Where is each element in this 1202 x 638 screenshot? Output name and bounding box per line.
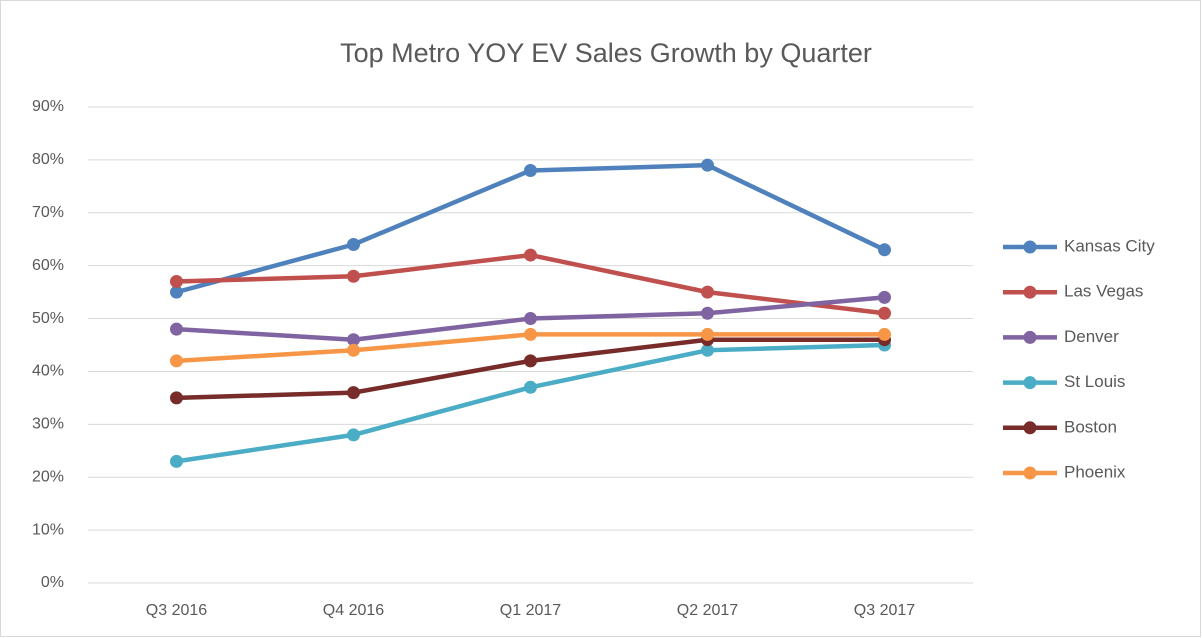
legend-label: Phoenix [1064, 462, 1126, 481]
data-point [347, 343, 360, 357]
data-point [701, 158, 714, 172]
data-point [701, 285, 714, 299]
data-point [878, 327, 891, 341]
data-point [347, 238, 360, 252]
legend-marker [1023, 330, 1037, 344]
legend-marker [1023, 240, 1037, 254]
y-tick-label: 80% [32, 151, 64, 168]
y-tick-label: 70% [32, 204, 64, 221]
y-tick-label: 30% [32, 416, 64, 433]
data-point [701, 306, 714, 320]
legend-marker [1023, 376, 1037, 390]
data-point [170, 322, 183, 336]
data-point [170, 285, 183, 299]
data-point [701, 343, 714, 357]
chart-title: Top Metro YOY EV Sales Growth by Quarter [340, 38, 872, 68]
legend-label: Boston [1064, 417, 1117, 436]
data-point [347, 386, 360, 400]
data-point [347, 333, 360, 347]
data-point [878, 306, 891, 320]
x-tick-label: Q4 2016 [323, 602, 384, 619]
legend-marker [1023, 466, 1037, 480]
y-tick-label: 0% [41, 574, 64, 591]
x-tick-label: Q1 2017 [500, 602, 561, 619]
x-tick-label: Q2 2017 [677, 602, 738, 619]
data-point [524, 380, 537, 394]
data-point [878, 290, 891, 304]
data-point [170, 391, 183, 405]
legend-label: St Louis [1064, 372, 1125, 391]
y-tick-label: 20% [32, 468, 64, 485]
data-point [170, 454, 183, 468]
data-point [701, 327, 714, 341]
data-point [347, 269, 360, 283]
data-point [524, 312, 537, 326]
y-tick-label: 10% [32, 521, 64, 538]
legend-label: Las Vegas [1064, 282, 1143, 301]
data-point [347, 428, 360, 442]
legend-label: Kansas City [1064, 236, 1155, 255]
y-tick-label: 90% [32, 98, 64, 115]
data-point [524, 354, 537, 368]
y-tick-label: 40% [32, 363, 64, 380]
x-tick-label: Q3 2017 [854, 602, 915, 619]
y-tick-label: 50% [32, 310, 64, 327]
data-point [524, 248, 537, 262]
data-point [524, 163, 537, 177]
y-tick-label: 60% [32, 257, 64, 274]
data-point [170, 354, 183, 368]
data-point [170, 275, 183, 289]
legend-marker [1023, 421, 1037, 435]
legend-label: Denver [1064, 327, 1119, 346]
legend-marker [1023, 285, 1037, 299]
data-point [524, 327, 537, 341]
data-point [878, 243, 891, 257]
x-tick-label: Q3 2016 [146, 602, 207, 619]
